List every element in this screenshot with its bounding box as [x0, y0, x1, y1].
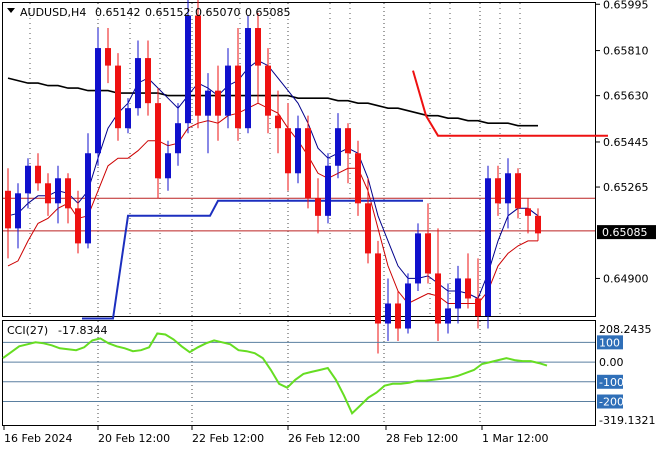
price-tick-label-1: 0.65810 — [603, 45, 649, 58]
candle-body-34 — [345, 128, 351, 154]
candle-body-42 — [425, 233, 431, 274]
candle-body-53 — [535, 215, 541, 234]
candle-body-39 — [395, 303, 401, 329]
cci-axis: 100 0.00 -100 -200 208.2435 -319.1321 — [597, 323, 655, 427]
candle-body-46 — [465, 278, 471, 299]
ma-mid-line — [7, 60, 539, 300]
dropdown-triangle-icon[interactable] — [7, 8, 15, 13]
candle-body-12 — [125, 108, 131, 129]
price-tick-label-5: 0.64900 — [603, 272, 649, 285]
price-tick-label-4: 0.65265 — [603, 181, 649, 194]
candle-body-37 — [375, 253, 381, 324]
candle-body-40 — [405, 283, 411, 329]
cci-line — [2, 332, 548, 415]
candle-body-27 — [275, 115, 281, 129]
candle-body-19 — [195, 15, 201, 116]
candle-body-17 — [175, 123, 181, 154]
candle-body-32 — [325, 165, 331, 216]
candle-body-48 — [485, 178, 491, 316]
cci-level-tag-0 — [597, 335, 623, 350]
header-high: 0.65152 — [145, 6, 191, 19]
candle-body-13 — [135, 58, 141, 109]
candle-body-22 — [225, 65, 231, 116]
candle-body-29 — [295, 128, 301, 174]
candle-body-31 — [315, 198, 321, 216]
candle-body-51 — [515, 173, 521, 209]
candle-body-49 — [495, 178, 501, 204]
candle-body-26 — [265, 65, 271, 116]
candle-body-7 — [75, 208, 81, 244]
price-axis: 0.65995 0.65810 0.65630 0.65445 0.65265 0.649… — [595, 0, 656, 285]
time-axis: 16 Feb 2024 20 Feb 12:00 22 Feb 12:00 26 Fe… — [3, 425, 548, 445]
cci-level-tag-3 — [597, 394, 623, 409]
cci-level-label-2: -100 — [599, 376, 624, 389]
candle-body-45 — [455, 278, 461, 309]
candle-body-0 — [5, 190, 11, 229]
cci-level-label-1: 0.00 — [599, 356, 624, 369]
cci-indicator — [2, 332, 595, 415]
candle-body-8 — [85, 153, 91, 244]
candle-body-41 — [415, 233, 421, 284]
candle-body-24 — [245, 28, 251, 129]
candle-body-25 — [255, 28, 261, 66]
candle-body-36 — [365, 203, 371, 254]
cci-value: -17.8344 — [58, 324, 107, 337]
candle-body-4 — [45, 183, 51, 204]
header-open: 0.65142 — [95, 6, 141, 19]
candle-body-23 — [235, 65, 241, 129]
candlesticks — [5, 0, 541, 354]
cci-level-label-3: -200 — [599, 396, 624, 409]
candle-body-18 — [185, 15, 191, 124]
price-tick-label-2: 0.65630 — [603, 90, 649, 103]
price-tick-label-3: 0.65445 — [603, 136, 649, 149]
candle-body-33 — [335, 128, 341, 166]
candle-body-28 — [285, 128, 291, 174]
time-tick-label-4: 28 Feb 12:00 — [386, 432, 458, 445]
step-lines — [82, 70, 608, 320]
cci-name: CCI(27) — [7, 324, 48, 337]
candle-body-50 — [505, 173, 511, 204]
vertical-gridlines — [29, 3, 521, 425]
header-low: 0.65070 — [195, 6, 241, 19]
candle-body-30 — [305, 128, 311, 199]
time-tick-label-3: 26 Feb 12:00 — [288, 432, 360, 445]
candle-body-47 — [475, 298, 481, 316]
candle-body-43 — [435, 273, 441, 324]
candle-body-2 — [25, 165, 31, 194]
candle-body-1 — [15, 193, 21, 229]
candle-body-44 — [445, 308, 451, 324]
cci-level-tag-2 — [597, 374, 623, 389]
candle-body-11 — [115, 65, 121, 129]
step-line-blue — [82, 199, 423, 320]
candle-body-5 — [55, 178, 61, 204]
candle-body-16 — [165, 153, 171, 179]
time-tick-label-1: 20 Feb 12:00 — [98, 432, 170, 445]
candle-body-38 — [385, 303, 391, 324]
candle-body-3 — [35, 165, 41, 184]
current-price-label: 0.65085 — [602, 226, 648, 239]
candle-body-10 — [105, 48, 111, 66]
header-close: 0.65085 — [245, 6, 291, 19]
header-symbol: AUDUSD,H4 — [20, 6, 86, 19]
candle-body-14 — [145, 58, 151, 104]
candle-body-35 — [355, 153, 361, 204]
time-tick-label-2: 22 Feb 12:00 — [192, 432, 264, 445]
cci-level-label-0: 100 — [599, 336, 620, 349]
price-tick-label-0: 0.65995 — [603, 0, 649, 11]
candle-body-9 — [95, 48, 101, 154]
step-line-red — [412, 70, 608, 137]
candle-body-21 — [215, 90, 221, 116]
candle-body-6 — [65, 178, 71, 209]
current-price-tag — [597, 225, 656, 240]
cci-scale-min: -319.1321 — [599, 414, 655, 427]
candle-body-20 — [205, 90, 211, 116]
candle-body-15 — [155, 103, 161, 179]
time-tick-label-5: 1 Mar 12:00 — [482, 432, 548, 445]
time-tick-label-0: 16 Feb 2024 — [4, 432, 72, 445]
candle-body-52 — [525, 208, 531, 216]
ma-short-line — [7, 102, 538, 305]
cci-scale-max: 208.2435 — [599, 323, 652, 336]
